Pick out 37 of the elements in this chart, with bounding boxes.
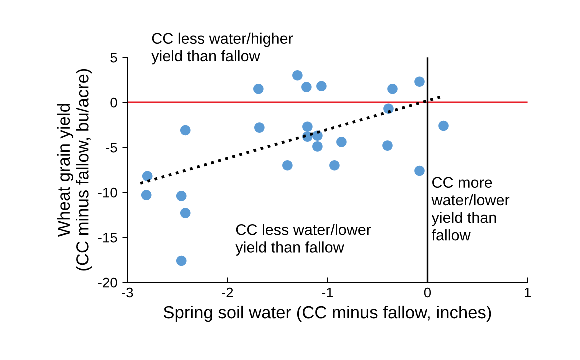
x-tick-label: -2 <box>222 288 234 298</box>
y-tick-label: -20 <box>98 278 118 288</box>
point <box>282 160 293 171</box>
y-axis-title: Wheat grain yield (CC minus fallow, bu/acre) <box>57 69 92 271</box>
point <box>316 81 327 92</box>
point <box>292 70 303 81</box>
point <box>330 160 340 171</box>
point <box>302 82 312 92</box>
y-tick-label: 0 <box>110 98 118 108</box>
y-tick-label: 5 <box>110 53 118 63</box>
point <box>414 166 425 176</box>
point <box>388 84 398 94</box>
y-tick-label: -5 <box>106 143 118 153</box>
x-axis-title: Spring soil water (CC minus fallow, inches) <box>164 306 492 322</box>
point <box>336 137 347 148</box>
point <box>176 256 187 266</box>
x-tick-label: -1 <box>322 288 334 298</box>
point <box>382 140 393 151</box>
x-tick-label: -3 <box>122 288 134 298</box>
point <box>438 120 449 132</box>
point <box>142 171 153 182</box>
point <box>254 122 265 133</box>
annotation: CC less water/lower yield than fallow <box>236 224 372 256</box>
point <box>312 142 323 152</box>
point <box>302 122 313 132</box>
point <box>254 84 264 94</box>
y-tick-label: -15 <box>98 233 118 243</box>
point <box>176 191 187 202</box>
point <box>180 125 191 136</box>
point <box>414 76 425 88</box>
x-tick-label: 0 <box>424 288 432 298</box>
point <box>141 190 152 200</box>
annotation: CC less water/higher yield than fallow <box>152 32 294 65</box>
y-tick-label: -10 <box>98 188 118 198</box>
x-tick-label: 1 <box>524 288 531 298</box>
annotation: CC more water/lower yield than fallow <box>432 177 510 241</box>
point <box>180 208 191 218</box>
